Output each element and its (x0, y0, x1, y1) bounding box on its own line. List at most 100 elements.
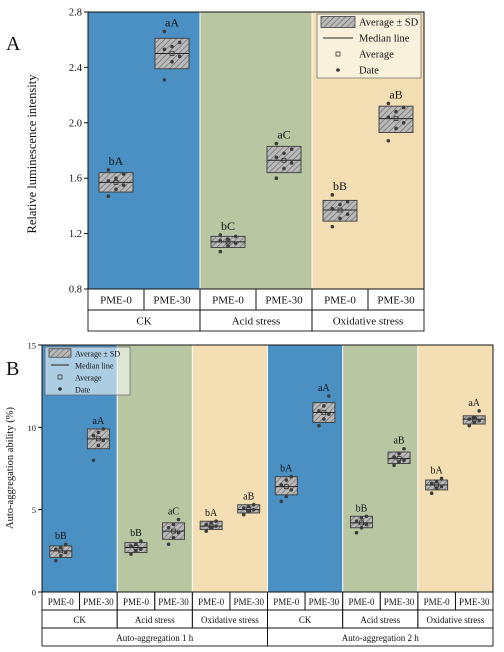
data-point (472, 420, 477, 425)
data-point (392, 463, 396, 468)
data-point (246, 509, 251, 514)
data-point (214, 524, 218, 528)
y-tick-label: 5 (32, 505, 36, 515)
data-point (129, 544, 133, 548)
y-tick-label: 0.8 (69, 285, 82, 296)
y-tick-label: 15 (28, 341, 37, 351)
significance-label: aC (168, 507, 179, 518)
panel-a-label: A (6, 33, 21, 55)
band-label: Acid stress (135, 615, 175, 625)
category-band (192, 345, 268, 592)
data-point (345, 212, 350, 217)
data-point (114, 187, 118, 192)
significance-label: aC (277, 128, 290, 142)
data-point (226, 244, 230, 248)
data-point (166, 525, 171, 530)
average-marker (171, 528, 176, 534)
legend-label: Date (75, 386, 91, 395)
category-band (342, 345, 418, 592)
legend-swatch-point (336, 68, 340, 72)
data-point (338, 216, 342, 221)
significance-label: bA (205, 508, 218, 519)
significance-label: aA (468, 398, 480, 409)
data-point (106, 168, 111, 172)
data-point (114, 176, 118, 180)
data-point (401, 121, 406, 125)
data-point (101, 438, 106, 443)
data-point (177, 40, 182, 45)
data-point (274, 155, 279, 160)
data-point (467, 423, 472, 428)
data-point (354, 519, 359, 523)
legend-label: Average ± SD (75, 350, 120, 359)
data-point (397, 451, 401, 456)
data-point (330, 224, 335, 229)
data-point (364, 514, 369, 519)
category-label: PME-0 (273, 597, 300, 607)
legend-label: Average (75, 374, 102, 383)
significance-label: bB (333, 179, 347, 193)
category-label: PME-30 (384, 597, 415, 607)
band-label: Acid stress (360, 615, 400, 625)
significance-label: bA (431, 465, 444, 476)
y-tick-label: 2.0 (69, 118, 82, 129)
significance-label: bC (221, 219, 235, 233)
legend-label: Date (359, 66, 379, 77)
data-point (289, 161, 294, 165)
y-tick-label: 1.6 (69, 174, 82, 185)
significance-label: bB (356, 503, 368, 514)
data-point (233, 234, 238, 239)
data-point (274, 176, 279, 180)
category-band (267, 345, 343, 592)
data-point (284, 494, 289, 499)
data-point (472, 415, 477, 420)
data-point (241, 512, 246, 517)
category-label: PME-0 (123, 597, 150, 607)
panel-a: A Relative luminescence intensity bA aA bC… (6, 8, 425, 332)
legend-swatch-average (335, 51, 341, 57)
data-point (241, 506, 246, 510)
data-point (477, 409, 481, 413)
data-point (330, 206, 335, 211)
data-point (282, 166, 286, 171)
data-point (54, 558, 58, 563)
data-point (96, 430, 101, 435)
significance-label: aA (318, 383, 330, 394)
panel-b: B Auto-aggregation ability (%) bB aA bB aC b… (5, 341, 494, 647)
data-point (134, 549, 138, 553)
data-point (170, 60, 174, 64)
data-point (401, 105, 406, 110)
group-cell (267, 627, 494, 647)
data-point (322, 404, 326, 408)
y-tick-label: 0 (32, 588, 36, 598)
average-marker (281, 157, 287, 163)
significance-label: bA (109, 154, 124, 168)
y-tick-label: 10 (28, 423, 37, 433)
legend-swatch-average (57, 374, 63, 380)
category-label: PME-0 (212, 295, 244, 307)
data-point (274, 141, 279, 146)
average-marker (283, 484, 289, 489)
data-point (279, 483, 284, 487)
significance-label: aB (243, 492, 254, 503)
average-marker (169, 51, 175, 56)
data-point (364, 522, 369, 527)
data-point (91, 433, 96, 438)
average-marker (321, 410, 327, 415)
data-point (162, 47, 167, 52)
data-point (162, 29, 167, 34)
significance-label: bB (130, 528, 142, 539)
average-marker (96, 436, 101, 442)
data-point (106, 179, 111, 183)
data-point (209, 525, 213, 530)
average-marker (113, 180, 119, 185)
panel-b-label: B (6, 358, 19, 380)
data-point (317, 409, 321, 413)
data-point (434, 486, 439, 491)
data-point (322, 417, 326, 421)
data-point (477, 418, 481, 423)
band-cell (311, 309, 425, 332)
data-point (402, 458, 406, 463)
data-point (96, 443, 101, 448)
